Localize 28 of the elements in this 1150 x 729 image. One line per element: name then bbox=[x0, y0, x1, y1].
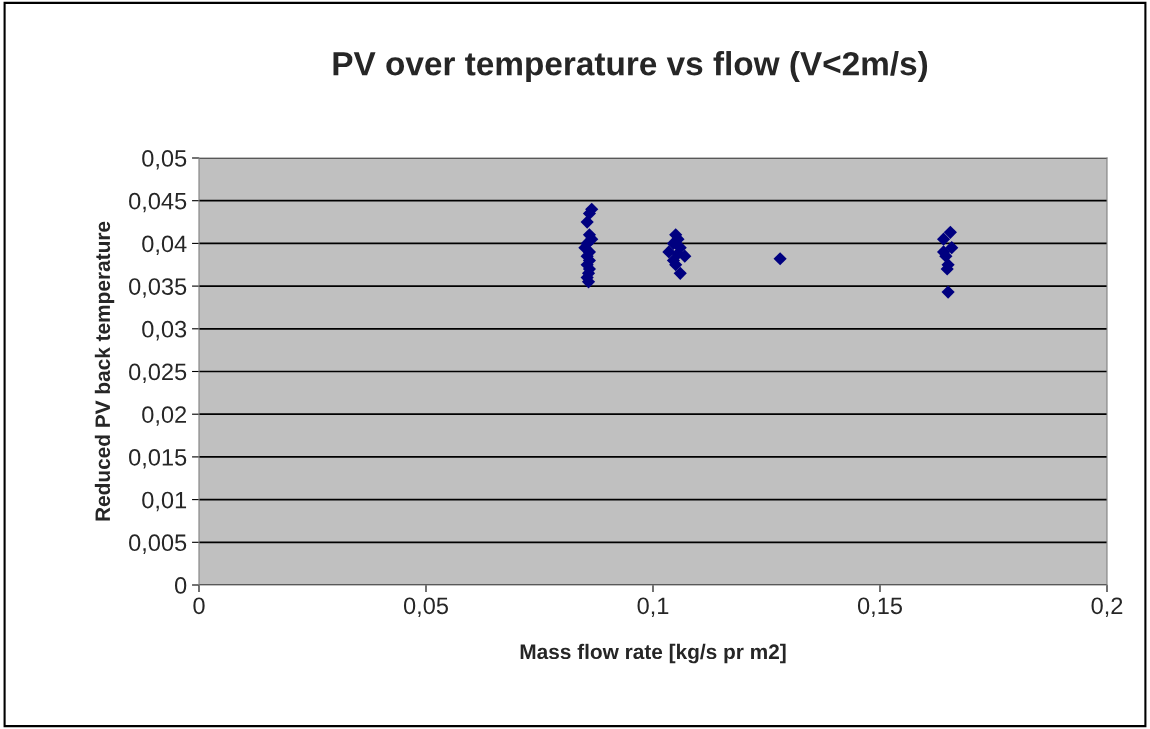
y-tick-label: 0,005 bbox=[129, 534, 187, 554]
point bbox=[662, 245, 676, 259]
y-tick-label: 0,04 bbox=[142, 235, 187, 255]
y-tick-label: 0,015 bbox=[129, 448, 187, 469]
y-tick-label: 0 bbox=[174, 577, 187, 594]
y-axis-title: Reduced PV back temperature bbox=[94, 221, 115, 521]
point bbox=[773, 252, 787, 266]
y-tick-label: 0,045 bbox=[129, 192, 187, 213]
x-tick-label: 0,2 bbox=[1091, 597, 1123, 617]
point bbox=[678, 249, 692, 263]
y-tick-label: 0,05 bbox=[142, 150, 187, 170]
point bbox=[936, 232, 951, 246]
y-tick-label: 0,025 bbox=[129, 363, 187, 384]
x-tick-label: 0,15 bbox=[857, 597, 902, 617]
point bbox=[943, 225, 957, 239]
point bbox=[580, 215, 594, 229]
y-tick-label: 0,02 bbox=[142, 406, 187, 426]
y-tick-label: 0,03 bbox=[142, 320, 187, 341]
chart-title: PV over temperature vs flow (V<2m/s) bbox=[333, 51, 928, 83]
x-tick-label: 0,05 bbox=[403, 597, 448, 617]
y-tick-label: 0,035 bbox=[129, 278, 187, 298]
point bbox=[673, 266, 687, 280]
x-tick-label: 0 bbox=[193, 597, 205, 615]
x-tick-label: 0,1 bbox=[637, 597, 669, 617]
point bbox=[941, 285, 955, 299]
point bbox=[945, 241, 959, 255]
y-tick-label: 0,01 bbox=[142, 491, 187, 512]
x-axis-title: Mass flow rate [kg/s pr m2] bbox=[520, 643, 786, 664]
